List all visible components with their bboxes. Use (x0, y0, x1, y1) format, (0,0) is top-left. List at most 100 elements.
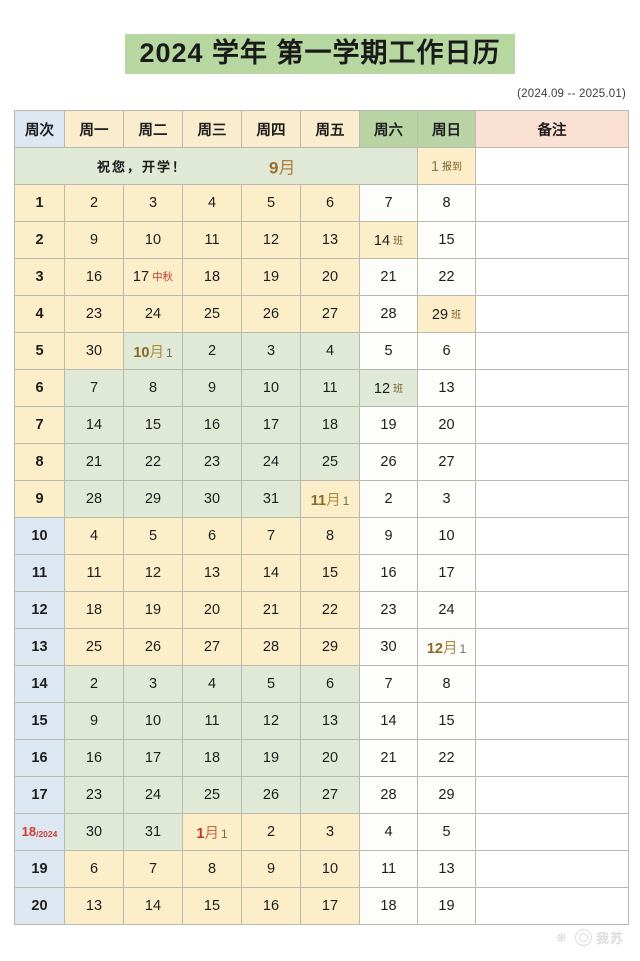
day-tag: 班 (451, 309, 462, 321)
day-number: 21 (85, 454, 103, 470)
calendar-day-cell: 10 (300, 850, 360, 888)
page-title: 2024 学年 第一学期工作日历 (125, 34, 515, 75)
note-cell[interactable] (475, 887, 629, 925)
calendar-day-cell: 5 (241, 184, 301, 222)
note-cell[interactable] (475, 295, 629, 333)
month-start-day: 1 (342, 493, 350, 508)
note-cell[interactable] (475, 184, 629, 222)
calendar-weekend-cell: 29 班 (417, 295, 476, 333)
day-number: 25 (321, 454, 339, 470)
calendar-day-cell: 2 (64, 665, 124, 703)
day-number: 13 (321, 713, 339, 729)
week-number-cell: 19 (14, 850, 65, 888)
day-number: 23 (85, 787, 103, 803)
calendar-day-cell: 27 (182, 628, 242, 666)
calendar-day-cell: 20 (300, 739, 360, 777)
day-number: 26 (262, 787, 280, 803)
day-number: 10 (144, 713, 162, 729)
day-number: 30 (380, 639, 397, 655)
calendar-day-cell: 9 (182, 369, 242, 407)
day-number: 16 (85, 269, 103, 285)
calendar-day-cell: 7 (64, 369, 124, 407)
month-start-day: 1 (220, 826, 228, 841)
note-cell[interactable] (475, 628, 629, 666)
day-number: 29 (438, 787, 455, 803)
day-number: 11 (204, 232, 220, 248)
calendar-day-cell: 14 (64, 406, 124, 444)
table-row: 17 23 24 25 26 27 28 29 (14, 776, 629, 814)
calendar-weekend-cell: 17 (417, 554, 476, 592)
calendar-day-cell: 24 (123, 776, 183, 814)
day-number: 2 (207, 343, 217, 359)
calendar-day-cell: 27 (300, 295, 360, 333)
day-number: 23 (380, 602, 397, 618)
note-cell[interactable] (475, 369, 629, 407)
note-cell[interactable] (475, 702, 629, 740)
note-cell[interactable] (475, 443, 629, 481)
week-number-year: /2024 (36, 829, 58, 839)
week-number-cell: 18/2024 (14, 813, 65, 851)
note-cell[interactable] (475, 739, 629, 777)
day-number: 8 (325, 528, 335, 544)
month-start-label: 1月 1 (196, 826, 227, 842)
table-row: 20 13 14 15 16 17 18 19 (14, 887, 629, 925)
watermark: ❋ 我苏 (556, 928, 624, 947)
day-number: 24 (144, 306, 162, 322)
note-cell[interactable] (475, 554, 629, 592)
day-number: 9 (89, 713, 99, 729)
day-number: 8 (207, 861, 217, 877)
note-cell[interactable] (475, 776, 629, 814)
calendar-weekend-cell: 6 (417, 332, 476, 370)
calendar-weekend-cell: 12 班 (359, 369, 418, 407)
note-cell[interactable] (475, 591, 629, 629)
calendar-day-cell: 1月 1 (182, 813, 242, 851)
table-row: 13 25 26 27 28 29 30 12月 1 (14, 628, 629, 666)
column-header-sunday: 周日 (417, 110, 476, 148)
month-number: 9 (269, 158, 279, 178)
calendar-day-cell: 8 (182, 850, 242, 888)
calendar-day-cell: 25 (182, 776, 242, 814)
note-cell[interactable] (475, 850, 629, 888)
table-row: 18/2024 30 31 1月 1 2 3 4 5 (14, 813, 629, 851)
note-cell[interactable] (475, 480, 629, 518)
calendar-weekend-cell: 22 (417, 258, 476, 296)
calendar-day-cell: 8 (300, 517, 360, 555)
note-cell[interactable] (475, 406, 629, 444)
note-cell[interactable] (475, 517, 629, 555)
day-number: 4 (207, 195, 217, 211)
day-number: 28 (85, 491, 103, 507)
day-number: 10 (144, 232, 162, 248)
note-cell[interactable] (475, 221, 629, 259)
week-number-cell: 14 (14, 665, 65, 703)
calendar-day-cell: 8 (123, 369, 183, 407)
week-number-cell: 8 (14, 443, 65, 481)
note-cell[interactable] (475, 665, 629, 703)
calendar-day-cell: 10 (123, 702, 183, 740)
calendar-weekend-cell: 11 (359, 850, 418, 888)
day-number: 24 (438, 602, 455, 618)
day-number: 16 (262, 898, 280, 914)
calendar-day-cell: 13 (182, 554, 242, 592)
paw-icon: ❋ (555, 930, 567, 945)
calendar-day-cell: 23 (64, 776, 124, 814)
calendar-weekend-cell: 30 (359, 628, 418, 666)
note-cell[interactable] (475, 332, 629, 370)
calendar-day-cell: 6 (300, 184, 360, 222)
note-cell[interactable] (475, 258, 629, 296)
table-body: 祝您，开学！ 9月 1 报到 1 2 3 4 5 6 7 8 2 9 10 11 12 13 14 班 15 3 16… (14, 147, 629, 925)
table-row: 15 9 10 11 12 13 14 15 (14, 702, 629, 740)
calendar-day-cell: 7 (241, 517, 301, 555)
calendar-weekend-cell: 20 (417, 406, 476, 444)
day-number: 2 (384, 491, 393, 507)
note-cell[interactable] (475, 813, 629, 851)
month-start-label: 11月 1 (311, 493, 350, 509)
calendar-weekend-cell: 21 (359, 739, 418, 777)
day-number: 18 (85, 602, 103, 618)
calendar-day-cell: 9 (241, 850, 301, 888)
day-number: 29 (321, 639, 339, 655)
day-number: 18 (321, 417, 339, 433)
day-number: 17 (321, 898, 339, 914)
calendar-day-cell: 4 (64, 517, 124, 555)
day-number: 2 (89, 195, 99, 211)
calendar-weekend-cell: 8 (417, 665, 476, 703)
